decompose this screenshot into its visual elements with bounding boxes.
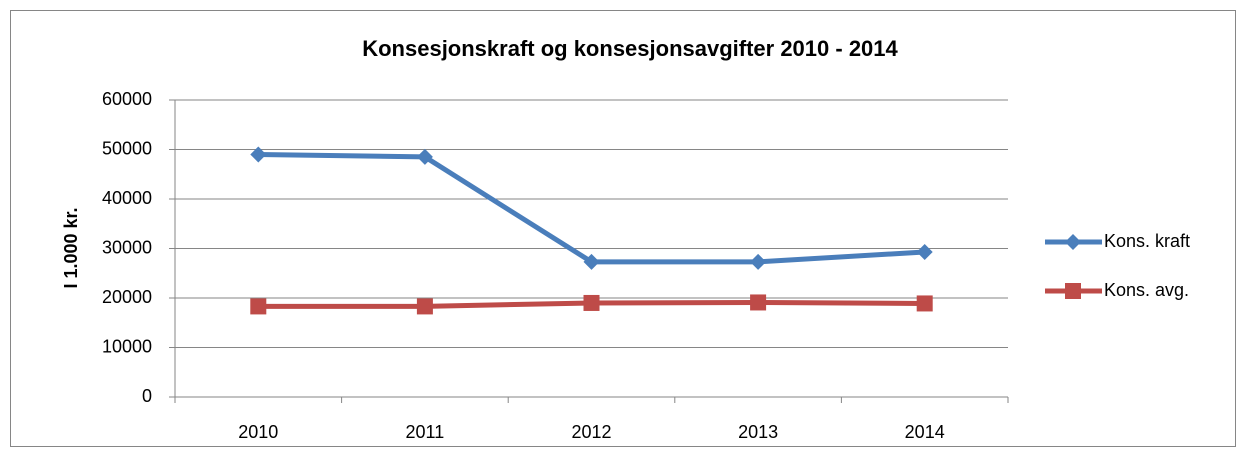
data-point (750, 294, 767, 311)
y-tick-label: 20000 (102, 287, 152, 307)
y-tick-label: 40000 (102, 188, 152, 208)
y-tick-label: 30000 (102, 237, 152, 257)
chart-title: Konsesjonskraft og konsesjonsavgifter 20… (362, 36, 898, 61)
y-axis-label: I 1.000 kr. (61, 207, 81, 288)
x-tick-label: 2014 (905, 422, 945, 442)
x-tick-label: 2010 (238, 422, 278, 442)
data-point (583, 294, 600, 311)
chart-border (10, 10, 1236, 447)
data-point (250, 146, 267, 163)
y-tick-label: 60000 (102, 89, 152, 109)
data-point (750, 253, 767, 270)
x-tick-label: 2013 (738, 422, 778, 442)
legend-marker (1065, 283, 1081, 299)
data-point (583, 253, 600, 270)
y-tick-label: 10000 (102, 336, 152, 356)
data-point (250, 298, 267, 315)
legend-label: Kons. kraft (1104, 231, 1190, 251)
y-tick-label: 0 (142, 386, 152, 406)
legend-label: Kons. avg. (1104, 280, 1189, 300)
x-tick-label: 2012 (571, 422, 611, 442)
data-point (916, 295, 933, 312)
y-tick-label: 50000 (102, 138, 152, 158)
data-point (916, 243, 933, 260)
legend-marker (1065, 234, 1081, 250)
data-point (416, 298, 433, 315)
data-point (416, 148, 433, 165)
x-tick-label: 2011 (406, 422, 445, 442)
